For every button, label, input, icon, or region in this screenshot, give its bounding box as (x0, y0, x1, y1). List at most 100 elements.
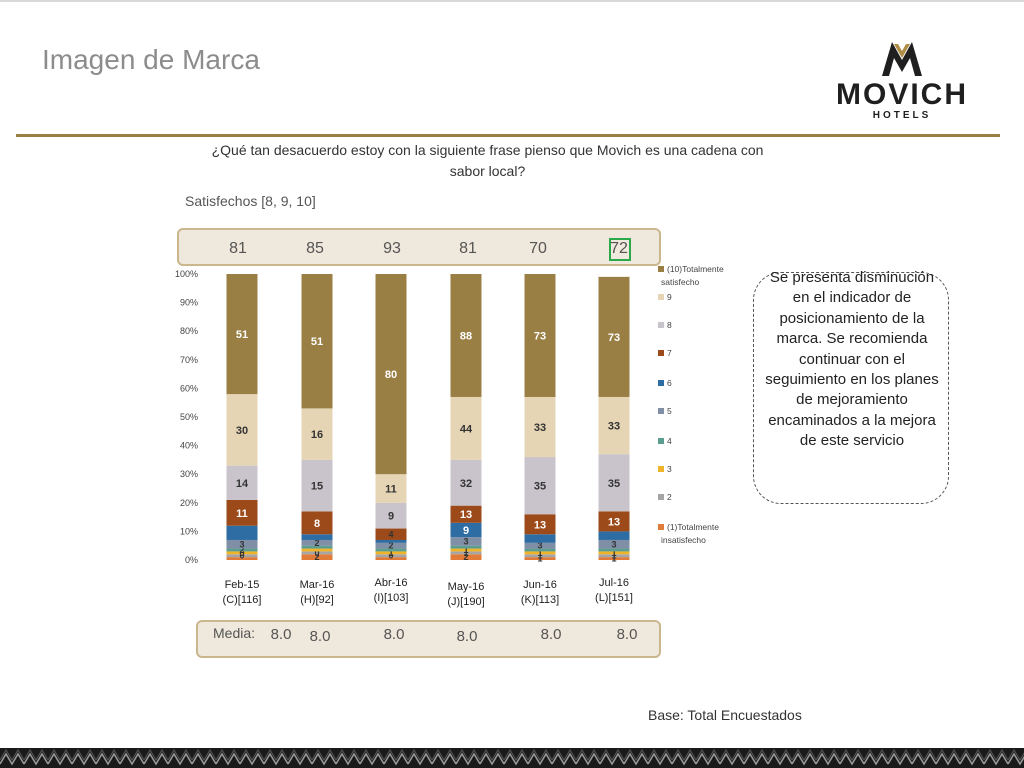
legend-swatch (658, 294, 664, 300)
satisfied-value: 81 (459, 240, 477, 257)
data-label: 14 (236, 478, 249, 490)
category-label: Jun-16 (523, 579, 557, 591)
legend-label: 8 (667, 320, 672, 330)
legend-swatch (658, 380, 664, 386)
data-label: 0 (239, 548, 244, 558)
legend-swatch (658, 494, 664, 500)
bar-segment (524, 534, 556, 543)
data-label: 1 (537, 554, 542, 564)
bar-segment (524, 557, 556, 560)
legend-swatch (658, 408, 664, 414)
category-sublabel: (L)[151] (595, 592, 633, 604)
data-label: 3 (239, 539, 244, 549)
logo-text: MOVICH (836, 78, 968, 111)
data-label: 16 (311, 429, 323, 441)
data-label: 8 (314, 518, 320, 530)
data-label: 11 (385, 484, 397, 496)
data-label: 1 (537, 551, 542, 561)
data-label: 0 (239, 551, 244, 561)
bar-segment (524, 457, 556, 515)
media-value: 8.0 (309, 628, 331, 645)
data-label: 35 (534, 481, 546, 493)
y-tick-label: 0% (185, 555, 198, 565)
data-label: 33 (608, 421, 620, 433)
legend-label: 2 (667, 492, 672, 502)
category-label: Feb-15 (225, 579, 260, 591)
data-label: 9 (388, 511, 394, 523)
satisfied-value: 81 (229, 240, 247, 257)
bar-segment (301, 548, 333, 552)
stacked-bar-chart: 0%10%20%30%40%50%60%70%80%90%100%0023111… (175, 264, 724, 608)
bar-segment (301, 511, 333, 535)
bar-segment (375, 548, 407, 552)
legend-label: 7 (667, 348, 672, 358)
bar-segment (598, 454, 630, 512)
bar-segment (375, 528, 407, 540)
satisfied-box (177, 228, 661, 266)
bar-segment (375, 274, 407, 475)
bar-segment (226, 499, 258, 526)
bar-segment (226, 394, 258, 466)
bar-segment (450, 274, 482, 397)
satisfied-label: Satisfechos [8, 9, 10] (185, 193, 316, 209)
category-sublabel: (I)[103] (374, 592, 409, 604)
data-label: 88 (460, 330, 472, 342)
bar-segment (598, 539, 630, 549)
data-label: 1 (463, 548, 468, 558)
data-label: 1 (611, 548, 616, 558)
bar-segment (301, 551, 333, 555)
category-label: May-16 (448, 581, 485, 593)
media-value: 8.0 (270, 626, 292, 643)
data-label: 30 (236, 425, 248, 437)
bar-segment (226, 557, 258, 560)
media-value: 8.0 (540, 626, 562, 643)
data-label: 3 (611, 539, 616, 549)
decorative-border (0, 748, 1024, 768)
data-label: 73 (534, 330, 546, 342)
legend-label: 9 (667, 292, 672, 302)
note-box (753, 272, 949, 504)
satisfied-value: 85 (306, 240, 324, 257)
bar-segment (226, 551, 258, 555)
legend-label: 3 (667, 464, 672, 474)
data-label: 15 (311, 481, 323, 493)
y-tick-label: 100% (175, 269, 198, 279)
bar-segment (450, 459, 482, 506)
bar-segment (524, 551, 556, 555)
data-label: 2 (314, 552, 319, 562)
note-text: Se presenta disminución en el indicador … (765, 269, 939, 450)
legend-label: 4 (667, 436, 672, 446)
page-title: Imagen de Marca (42, 44, 260, 75)
bar-segment (450, 522, 482, 538)
legend-label: (10)Totalmente (667, 264, 724, 274)
bar-segment (301, 554, 333, 560)
bar-segment (375, 551, 407, 555)
legend-swatch (658, 266, 664, 272)
bar-segment (450, 551, 482, 555)
bar-segment (301, 545, 333, 549)
bar-segment (226, 465, 258, 500)
y-tick-label: 20% (180, 498, 198, 508)
legend-swatch (658, 524, 664, 530)
bar-segment (524, 548, 556, 552)
satisfied-value: 93 (383, 240, 401, 257)
data-label: 32 (460, 478, 472, 490)
legend-label: satisfecho (661, 277, 700, 287)
category-sublabel: (K)[113] (521, 594, 559, 606)
data-label: 0 (314, 548, 319, 558)
bar-segment (301, 459, 333, 512)
legend-swatch (658, 350, 664, 356)
bar-segment (598, 551, 630, 555)
data-label: 1 (611, 551, 616, 561)
data-label: 2 (239, 545, 244, 555)
bar-segment (301, 274, 333, 409)
category-sublabel: (J)[190] (447, 596, 484, 608)
data-label: 2 (463, 552, 468, 562)
data-label: 1 (537, 548, 542, 558)
bar-segment (450, 548, 482, 552)
data-label: 13 (460, 509, 472, 521)
logo-mark-icon (882, 42, 922, 76)
bar-segment (524, 554, 556, 558)
data-label: 2 (388, 541, 393, 551)
bar-segment (375, 557, 407, 560)
